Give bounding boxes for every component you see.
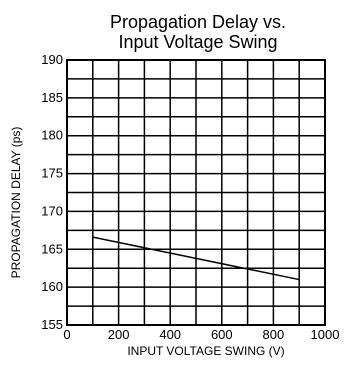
x-axis-title: INPUT VOLTAGE SWING (V) [127, 344, 284, 358]
x-tick-label: 600 [211, 327, 233, 342]
x-tick-label: 1000 [311, 327, 340, 342]
plot-frame [66, 59, 326, 326]
series-line [92, 236, 300, 281]
tick-labels: 0 200 400 600 800 1000 155 160 165 170 175 180 185 19… [41, 52, 339, 342]
y-axis-title: PROPAGATION DELAY (ps) [9, 127, 23, 279]
y-tick-label: 175 [41, 166, 63, 181]
y-tick-label: 160 [41, 279, 63, 294]
y-tick-label: 190 [41, 52, 63, 67]
x-tick-label: 200 [108, 327, 130, 342]
x-tick-label: 400 [159, 327, 181, 342]
y-tick-label: 185 [41, 90, 63, 105]
y-tick-label: 170 [41, 203, 63, 218]
y-tick-label: 165 [41, 241, 63, 256]
grid-lines [66, 59, 326, 326]
y-tick-label: 155 [41, 317, 63, 332]
x-tick-label: 800 [263, 327, 285, 342]
chart-subtitle: Input Voltage Swing [118, 32, 277, 52]
chart-title: Propagation Delay vs. [110, 12, 286, 32]
y-tick-label: 180 [41, 128, 63, 143]
x-tick-label: 0 [63, 327, 70, 342]
data-series [92, 236, 300, 281]
